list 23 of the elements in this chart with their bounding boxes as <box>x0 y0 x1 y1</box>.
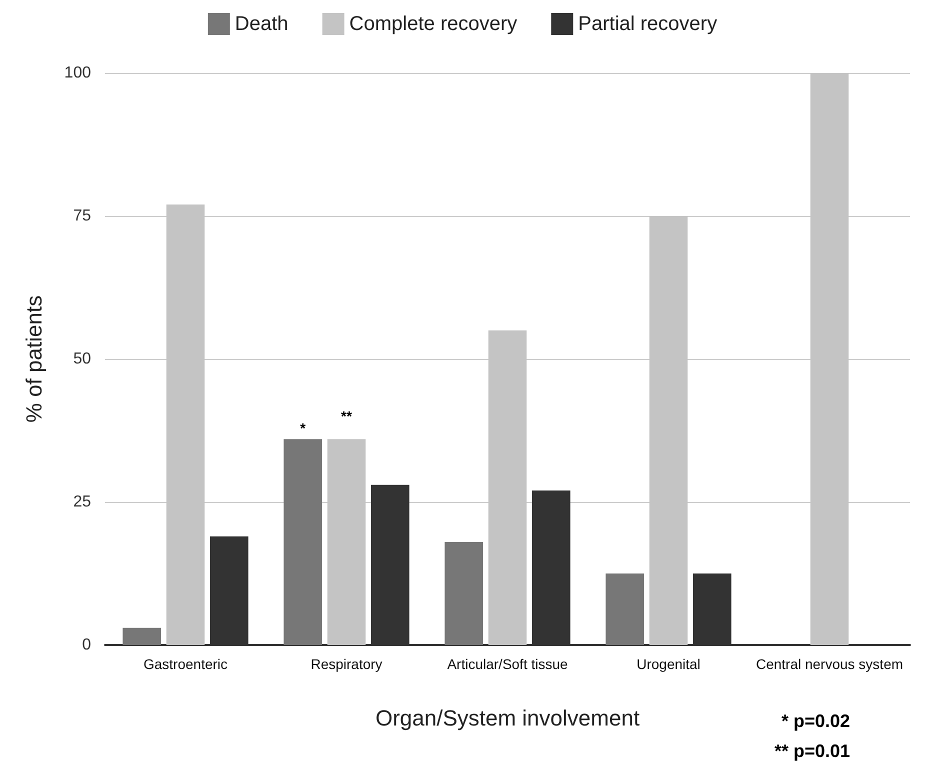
annotation: ** <box>341 408 352 424</box>
x-tick-label: Gastroenteric <box>143 656 228 672</box>
y-tick-label: 100 <box>64 64 92 82</box>
legend-label: Partial recovery <box>578 13 718 35</box>
y-axis-title: % of patients <box>22 295 46 423</box>
bar <box>444 542 483 645</box>
legend-label: Death <box>234 13 288 35</box>
text: * p=0.02 <box>781 711 850 731</box>
bar <box>122 628 161 645</box>
x-axis-title: Organ/System involvement <box>375 706 640 730</box>
y-tick-label: 0 <box>82 636 92 654</box>
bar <box>606 574 644 645</box>
x-tick-label: Urogenital <box>636 656 700 672</box>
y-tick-label: 50 <box>73 350 92 368</box>
x-tick-label: Central nervous system <box>756 656 904 672</box>
x-tick-label: Articular/Soft tissue <box>447 656 568 672</box>
y-tick-label: 25 <box>73 494 92 510</box>
y-tick-label: 75 <box>73 208 92 224</box>
bar <box>284 439 322 645</box>
x-tick-label: Respiratory <box>310 656 382 672</box>
text: ** p=0.01 <box>774 741 850 761</box>
legend-label: Complete recovery <box>349 13 518 35</box>
annotation: * <box>300 420 306 436</box>
